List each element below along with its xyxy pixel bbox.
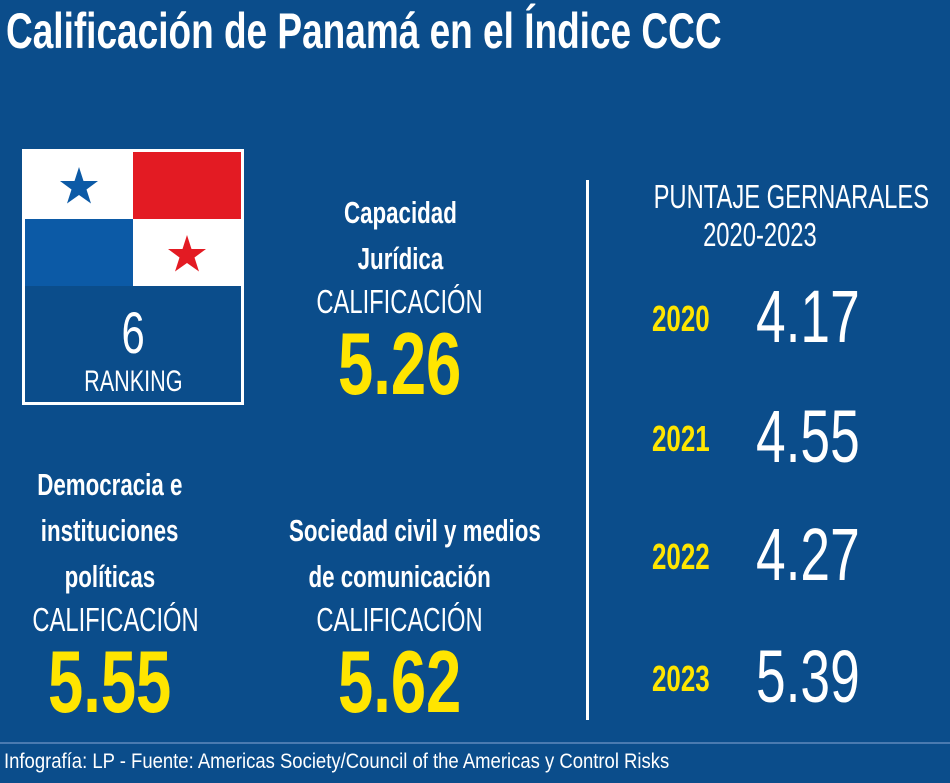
category-sociedad-civil: Sociedad civil y medios de comunicación …: [240, 508, 560, 731]
year-score: 4.55: [756, 395, 860, 478]
general-scores-heading: PUNTAJE GERNARALES 2020-2023: [653, 178, 930, 253]
category-name-line: Jurídica: [357, 241, 443, 276]
score-label: CALIFICACIÓN: [316, 283, 484, 320]
category-name-line: Sociedad civil y medios: [288, 513, 541, 548]
flag-white-quadrant-2: [133, 219, 241, 286]
year-label: 2021: [652, 418, 710, 459]
category-name-line: Capacidad: [343, 195, 457, 230]
year-score: 4.27: [756, 513, 860, 596]
source-footer: Infografía: LP - Fuente: Americas Societ…: [4, 750, 670, 773]
year-label: 2020: [652, 298, 710, 339]
score-label: CALIFICACIÓN: [32, 601, 199, 638]
ranking-value: 6: [121, 301, 145, 366]
year-score: 5.39: [756, 635, 860, 718]
category-democracia: Democracia e instituciones políticas CAL…: [0, 462, 220, 731]
panama-flag: [25, 152, 241, 286]
year-score: 4.17: [756, 275, 860, 358]
ranking-card: 6 RANKING: [22, 149, 244, 405]
flag-blue-quadrant: [25, 219, 133, 286]
category-name-line: Democracia e: [37, 467, 183, 502]
ranking-label: RANKING: [83, 365, 183, 398]
vertical-divider: [586, 180, 589, 720]
category-name-line: de comunicación: [308, 559, 492, 594]
category-capacidad-juridica: Capacidad Jurídica CALIFICACIÓN 5.26: [270, 190, 530, 413]
score-value: 5.62: [338, 632, 462, 731]
page-title: Calificación de Panamá en el Índice CCC: [6, 3, 722, 59]
blue-star-icon: [60, 167, 98, 204]
category-name-line: políticas: [64, 559, 156, 594]
footer-divider: [0, 742, 950, 744]
score-label: CALIFICACIÓN: [316, 601, 484, 638]
flag-white-quadrant: [25, 152, 133, 219]
flag-red-quadrant: [133, 152, 241, 219]
score-value: 5.55: [48, 632, 172, 731]
year-label: 2022: [652, 536, 710, 577]
year-label: 2023: [652, 658, 710, 699]
red-star-icon: [168, 235, 206, 272]
score-value: 5.26: [338, 314, 462, 413]
category-name-line: instituciones: [41, 513, 179, 548]
